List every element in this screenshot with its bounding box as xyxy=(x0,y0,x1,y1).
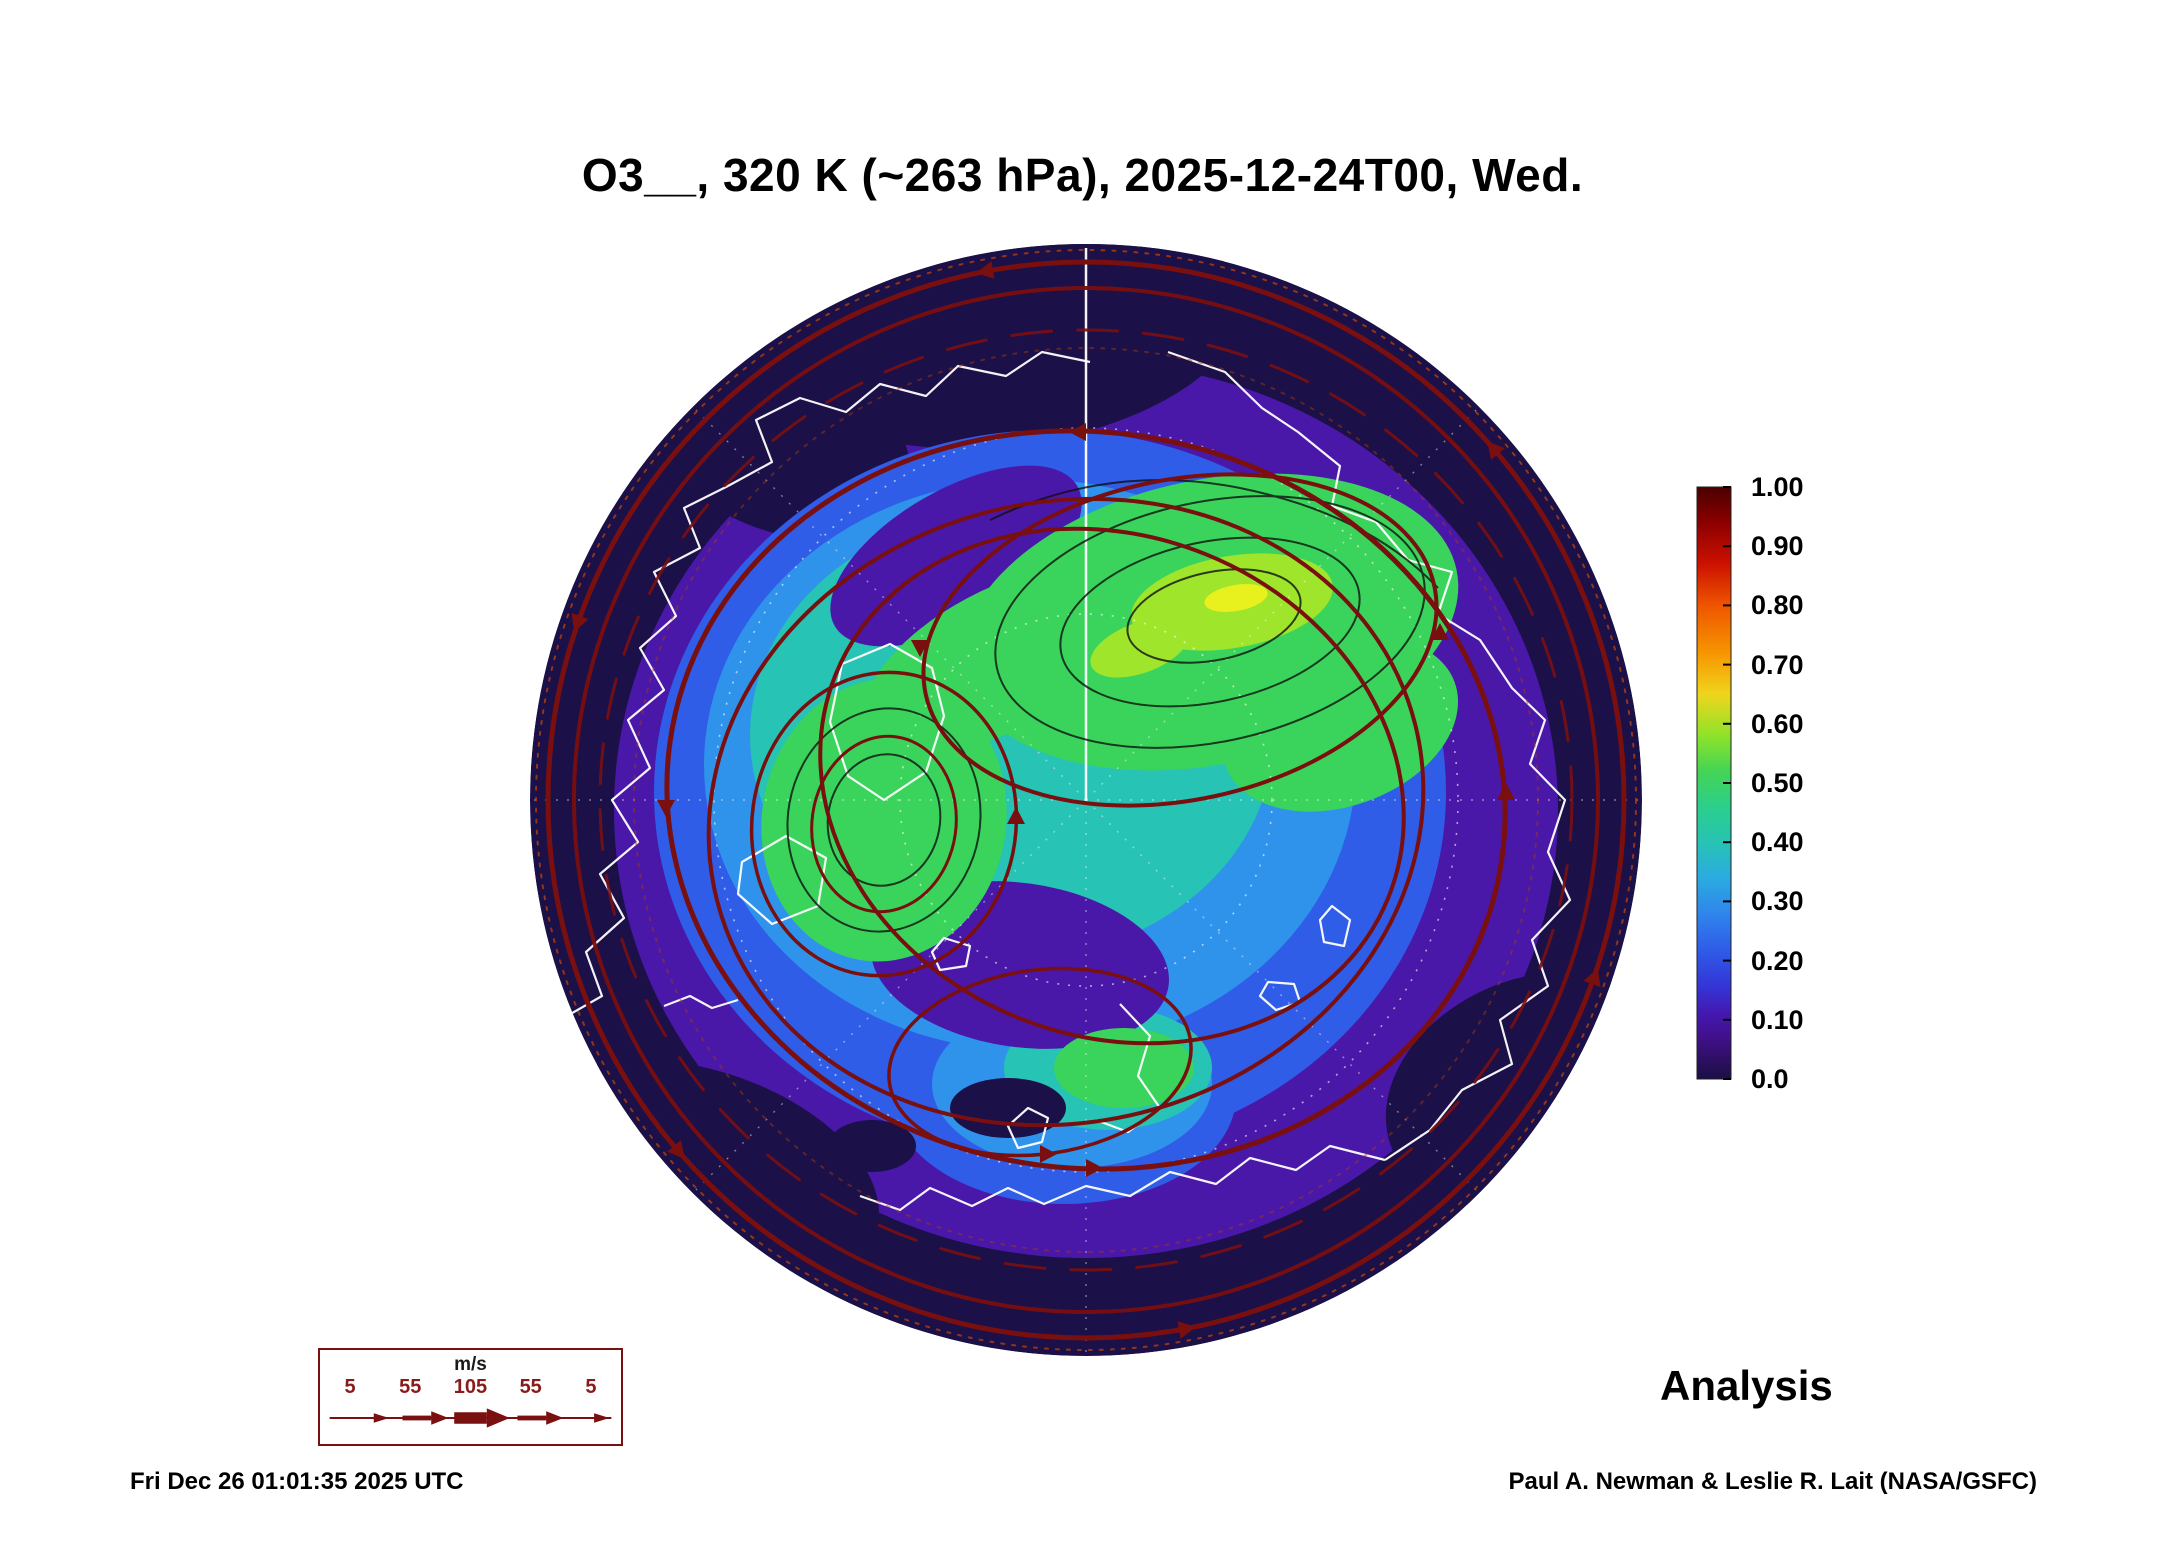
wind-tick: 55 xyxy=(519,1376,542,1398)
wind-speed-legend: m/s 5 55 105 55 5 xyxy=(318,1348,623,1446)
colorbar-tick: 0.20 xyxy=(1751,945,1804,976)
wind-tick: 55 xyxy=(399,1376,422,1398)
contour-lines xyxy=(786,478,1439,933)
colorbar-tick: 0.80 xyxy=(1751,590,1804,621)
page-title: O3__, 320 K (~263 hPa), 2025-12-24T00, W… xyxy=(581,149,1584,201)
colorbar: 1.00 0.90 0.80 0.70 0.60 0.50 0.40 0.30 … xyxy=(1693,472,1953,1097)
colorbar-tick: 0.50 xyxy=(1751,767,1804,798)
generation-timestamp: Fri Dec 26 01:01:35 2025 UTC xyxy=(130,1468,464,1495)
colorbar-tick: 0.70 xyxy=(1751,649,1804,680)
colorbar-tick: 0.30 xyxy=(1751,886,1804,917)
streamline-arrow-icons xyxy=(571,261,1601,1339)
ozone-field xyxy=(530,244,1642,1356)
credit-text: Paul A. Newman & Leslie R. Lait (NASA/GS… xyxy=(1508,1468,2037,1495)
wind-arrow-scale-icon xyxy=(329,1408,612,1428)
colorbar-tick: 0.60 xyxy=(1751,708,1804,739)
wind-tick: 5 xyxy=(344,1376,356,1398)
colorbar-tick: 0.90 xyxy=(1751,531,1804,562)
streamlines xyxy=(535,249,1637,1351)
analysis-label: Analysis xyxy=(1660,1362,1833,1409)
colorbar-tick: 0.0 xyxy=(1751,1063,1789,1094)
colorbar-gradient xyxy=(1696,486,1732,1080)
wind-tick-labels: 5 55 105 55 5 xyxy=(320,1376,621,1399)
wind-unit-label: m/s xyxy=(454,1354,487,1375)
colorbar-tick: 0.40 xyxy=(1751,827,1804,858)
wind-tick: 5 xyxy=(585,1376,597,1398)
colorbar-tick: 1.00 xyxy=(1751,472,1804,502)
colorbar-tick-labels: 1.00 0.90 0.80 0.70 0.60 0.50 0.40 0.30 … xyxy=(1751,472,1804,1094)
coastlines xyxy=(559,350,1572,1212)
colorbar-tick: 0.10 xyxy=(1751,1004,1804,1035)
wind-tick: 105 xyxy=(453,1376,488,1398)
